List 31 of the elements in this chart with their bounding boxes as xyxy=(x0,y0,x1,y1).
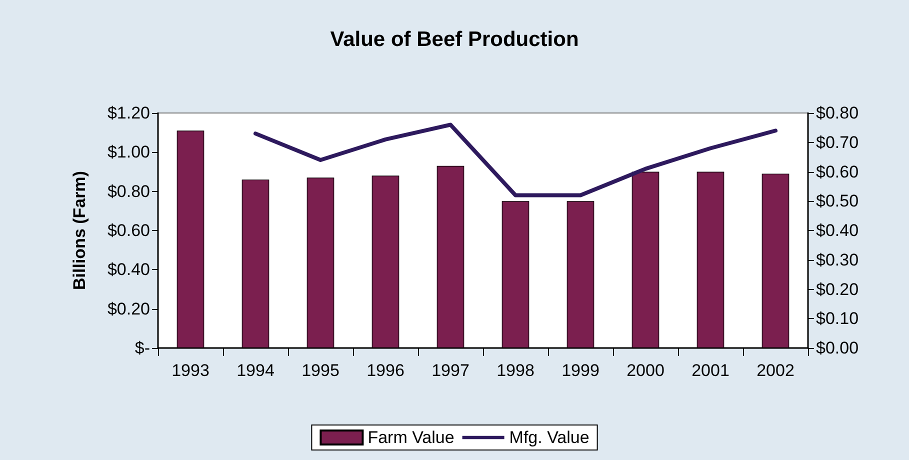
legend-label: Farm Value xyxy=(368,428,454,447)
x-tick-label: 1997 xyxy=(432,361,470,380)
y2-tick-label: $0.20 xyxy=(816,280,859,299)
x-tick-label: 1995 xyxy=(302,361,340,380)
chart-title: Value of Beef Production xyxy=(330,28,579,51)
line-series xyxy=(254,122,778,198)
y2-tick-label: $0.10 xyxy=(816,309,859,328)
y-tick-label: $0.40 xyxy=(107,260,150,280)
y2-tick-label: $0.00 xyxy=(816,338,859,358)
x-tick-label: 1996 xyxy=(366,361,404,380)
legend-label: Mfg. Value xyxy=(509,428,590,447)
y2-tick-label: $0.80 xyxy=(816,104,859,122)
y-tick-label: $1.00 xyxy=(107,142,150,162)
x-tick-label: 1998 xyxy=(496,361,534,380)
x-tick-label: 2001 xyxy=(692,361,730,380)
y-tick-label: $1.20 xyxy=(107,104,150,122)
y2-tick-label: $0.50 xyxy=(816,192,859,211)
x-tick-label: 2002 xyxy=(756,361,794,380)
x-tick-label: 1999 xyxy=(562,361,600,380)
y-tick-label: $- xyxy=(134,338,150,358)
y2-tick-label: $0.60 xyxy=(816,162,859,182)
x-tick-label: 1994 xyxy=(236,361,274,380)
y-tick-label: $0.20 xyxy=(107,299,150,318)
y-tick-label: $0.80 xyxy=(107,182,150,201)
x-tick-label: 2000 xyxy=(626,361,664,380)
y-tick-label: $0.60 xyxy=(107,221,150,240)
y-axis-title: Billions (Farm) xyxy=(70,170,89,290)
y2-tick-label: $0.70 xyxy=(816,132,859,152)
y2-tick-label: $0.30 xyxy=(816,250,859,270)
x-tick-label: 1993 xyxy=(172,361,210,380)
y2-tick-label: $0.40 xyxy=(816,221,859,240)
